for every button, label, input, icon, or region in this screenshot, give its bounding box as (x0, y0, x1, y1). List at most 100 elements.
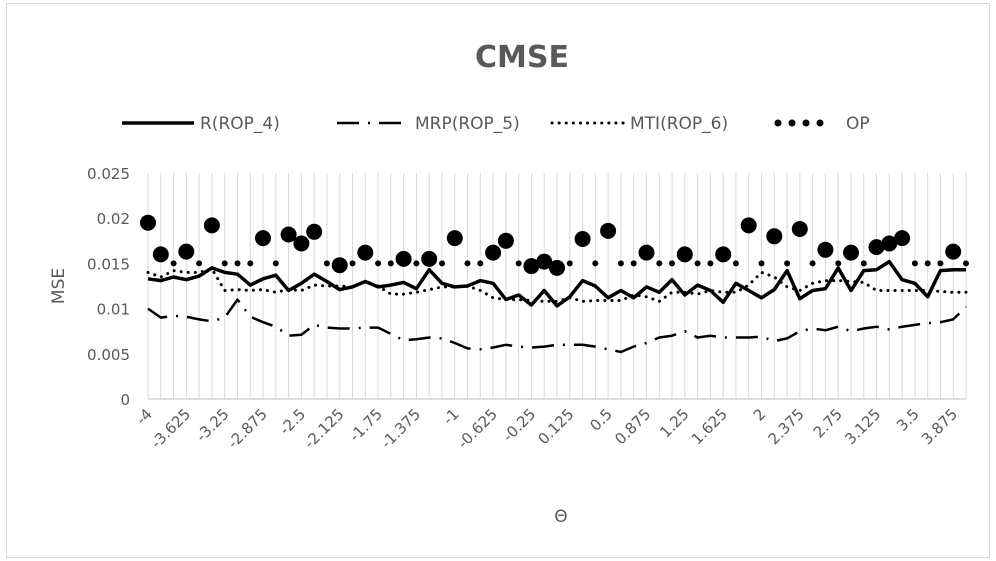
op-marker-large (894, 230, 911, 247)
y-tick-label: 0.015 (87, 255, 130, 273)
op-marker-large (523, 258, 540, 275)
op-marker (566, 260, 573, 267)
x-tick-label: -4 (133, 405, 156, 428)
op-marker-large (280, 226, 297, 243)
op-marker-large (255, 230, 271, 247)
series-layer (140, 214, 969, 354)
op-marker (375, 260, 382, 267)
op-marker (758, 260, 765, 267)
y-tick-label: 0 (120, 391, 130, 409)
op-marker (464, 260, 471, 267)
op-marker-large (446, 230, 463, 247)
series-line-MRP(ROP_5) (147, 298, 967, 354)
y-tick-label: 0.02 (97, 210, 130, 228)
op-marker-large (574, 231, 591, 247)
op-marker-large (395, 250, 412, 267)
op-marker (387, 260, 394, 267)
op-marker-large (178, 243, 195, 260)
axis-layer: 00.0050.010.0150.020.025-4-3.625-3.25-2.… (87, 165, 966, 452)
y-tick-label: 0.005 (87, 346, 130, 364)
op-marker-large (497, 232, 514, 249)
x-tick-label: -1 (439, 405, 462, 428)
x-tick-label: 3.875 (918, 405, 961, 448)
op-marker (349, 260, 356, 267)
op-marker (413, 260, 420, 267)
op-marker (247, 260, 254, 267)
op-marker (630, 260, 637, 267)
op-marker (196, 260, 203, 267)
op-marker (515, 260, 522, 267)
series-line-R(ROP_4) (147, 259, 966, 308)
op-marker-large (817, 241, 834, 258)
legend-swatch-dot (802, 119, 810, 127)
op-marker-large (357, 244, 374, 261)
x-tick-label: 0.125 (535, 405, 578, 448)
op-marker-large (203, 217, 220, 234)
chart-title: CMSE (475, 40, 569, 75)
legend-label: OP (846, 114, 870, 134)
op-marker-large (549, 259, 565, 276)
legend-swatch-dot (788, 119, 796, 127)
op-marker (937, 260, 944, 267)
op-marker-large (715, 246, 732, 263)
op-marker-large (306, 223, 323, 240)
op-marker-large (293, 235, 310, 252)
x-tick-label: -0.25 (499, 405, 539, 445)
op-marker (963, 260, 969, 267)
x-tick-label: -2.875 (224, 405, 271, 452)
x-tick-label: -0.625 (454, 405, 501, 452)
op-marker (911, 260, 918, 267)
x-tick-label: 0.875 (611, 405, 654, 448)
op-marker-large (868, 239, 885, 256)
x-tick-label: 2 (750, 405, 769, 424)
op-marker-large (740, 217, 757, 234)
x-tick-label: 3.125 (841, 405, 884, 448)
op-marker (669, 260, 675, 267)
x-tick-label: -2.5 (276, 405, 309, 438)
op-marker (860, 260, 867, 267)
op-marker-large (843, 244, 859, 261)
op-marker (656, 260, 663, 267)
op-marker (694, 260, 701, 267)
op-marker-large (152, 246, 169, 263)
y-tick-label: 0.025 (87, 165, 130, 183)
op-marker-large (536, 253, 553, 270)
op-marker (617, 260, 624, 267)
op-marker-large (791, 221, 808, 237)
op-marker-large (766, 228, 783, 245)
op-marker-large (485, 244, 502, 261)
op-marker (835, 260, 842, 267)
legend-label: MRP(ROP_5) (415, 114, 520, 134)
op-marker (234, 260, 241, 267)
x-tick-label: 3.5 (893, 405, 923, 435)
op-marker (924, 260, 931, 267)
op-marker (221, 260, 228, 267)
x-tick-label: -3.625 (147, 405, 194, 452)
legend-swatch-dot (774, 119, 782, 127)
y-axis-label: MSE (49, 268, 69, 304)
op-marker-large (945, 243, 962, 260)
op-marker (592, 260, 599, 267)
x-tick-label: -1.375 (377, 405, 424, 452)
legend-label: R(ROP_4) (200, 114, 280, 134)
legend: R(ROP_4) MRP(ROP_5) MTI(ROP_6) OP (122, 114, 870, 134)
series-line-MTI(ROP_6) (146, 267, 968, 303)
op-marker (784, 260, 791, 267)
x-tick-label: -2.125 (301, 405, 348, 452)
op-marker (323, 260, 330, 267)
legend-swatch-dot (816, 119, 824, 127)
op-marker-large (140, 214, 156, 231)
op-marker-large (421, 250, 438, 267)
op-marker-large (331, 257, 348, 274)
op-marker (272, 260, 279, 267)
op-marker-large (676, 246, 693, 263)
x-axis-label: Θ (554, 507, 567, 527)
x-tick-label: 1.625 (688, 405, 731, 448)
op-marker (170, 260, 177, 267)
op-marker-large (881, 235, 898, 252)
op-marker-large (638, 244, 655, 261)
op-marker (707, 260, 714, 267)
op-marker (732, 260, 739, 267)
op-marker (439, 260, 445, 267)
